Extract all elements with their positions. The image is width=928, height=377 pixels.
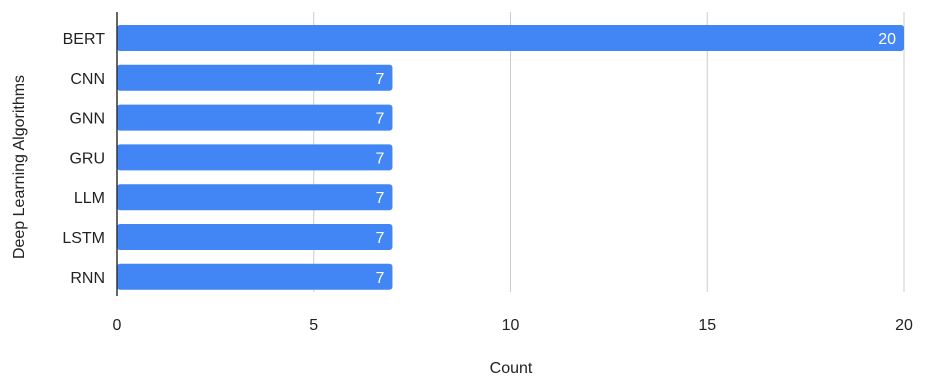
y-tick-label: LSTM <box>62 230 105 247</box>
data-label: 7 <box>376 230 385 247</box>
data-label: 7 <box>376 71 385 88</box>
x-tick-label: 20 <box>895 317 913 334</box>
axes: 0 5 10 15 20 BERT CNN GNN GRU LLM LSTM RNN <box>62 12 913 334</box>
y-tick-label: BERT <box>63 31 106 48</box>
x-tick-label: 15 <box>698 317 716 334</box>
x-axis-title: Count <box>490 360 533 377</box>
y-tick-label: CNN <box>70 71 105 88</box>
bar-gru <box>117 144 393 171</box>
bar-gnn <box>117 104 393 131</box>
data-label: 20 <box>878 31 896 48</box>
data-label: 7 <box>376 111 385 128</box>
bar-bert <box>117 25 904 51</box>
x-tick-label: 5 <box>309 317 318 334</box>
gridlines <box>313 12 905 292</box>
bar-lstm <box>117 224 393 250</box>
bar-llm <box>117 184 393 211</box>
y-tick-label: GNN <box>69 111 105 128</box>
bars <box>117 25 904 290</box>
y-axis-title: Deep Learning Algorithms <box>11 75 28 259</box>
y-tick-label: GRU <box>69 150 105 167</box>
data-labels: 20 7 7 7 7 7 7 <box>376 31 897 287</box>
data-label: 7 <box>376 150 385 167</box>
x-tick-label: 10 <box>502 317 520 334</box>
bar-cnn <box>117 64 393 91</box>
y-tick-label: RNN <box>70 270 105 287</box>
data-label: 7 <box>376 270 385 287</box>
bar-rnn <box>117 263 393 290</box>
data-label: 7 <box>376 190 385 207</box>
y-tick-label: LLM <box>74 190 105 207</box>
x-tick-label: 0 <box>113 317 122 334</box>
